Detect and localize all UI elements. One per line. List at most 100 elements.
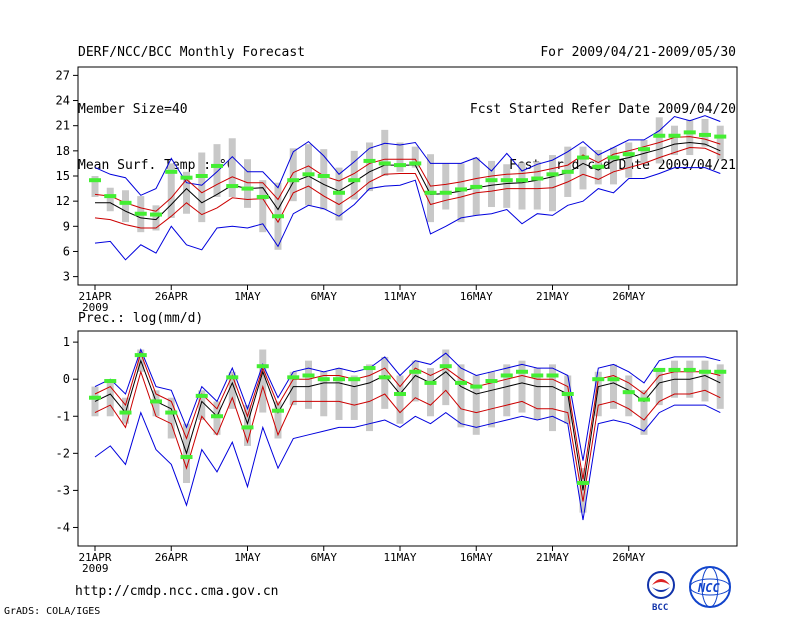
observed-marker xyxy=(302,172,315,177)
observed-marker xyxy=(668,133,681,138)
observed-marker xyxy=(211,414,223,419)
spread-bar xyxy=(366,364,373,432)
spread-bar xyxy=(655,368,663,406)
observed-marker xyxy=(226,375,239,380)
y-tick-label: 1 xyxy=(63,335,70,349)
spread-bar xyxy=(244,159,251,208)
observed-marker xyxy=(714,134,727,139)
spread-bar xyxy=(655,117,663,164)
spread-bar xyxy=(579,146,587,190)
x-tick-label: 21APR xyxy=(78,551,111,564)
spread-bar xyxy=(518,162,526,210)
series-mean xyxy=(94,359,721,491)
observed-marker xyxy=(668,367,681,372)
spread-bar xyxy=(335,368,343,420)
observed-marker xyxy=(165,169,178,174)
observed-marker xyxy=(683,367,696,372)
spread-bar xyxy=(381,129,389,176)
member-size: Member Size=40 xyxy=(78,101,188,117)
spread-bar xyxy=(671,125,678,156)
spread-bar xyxy=(350,375,358,420)
observed-marker xyxy=(150,212,162,217)
observed-marker xyxy=(561,392,574,397)
observed-marker xyxy=(134,353,147,358)
observed-marker xyxy=(226,184,239,189)
spread-bar xyxy=(686,119,694,156)
spread-bar xyxy=(610,147,617,185)
observed-marker xyxy=(516,369,528,374)
y-tick-label: 9 xyxy=(63,219,70,233)
forecast-period: For 2009/04/21-2009/05/30 xyxy=(540,45,736,60)
logos: BCC NCC xyxy=(647,566,731,613)
y-tick-label: 6 xyxy=(63,244,70,258)
spread-bar xyxy=(320,149,328,210)
spread-bar xyxy=(488,371,495,428)
y-tick-label: -4 xyxy=(56,520,70,534)
spread-bar xyxy=(625,375,633,417)
observed-marker xyxy=(211,163,223,168)
series-upper-outer xyxy=(94,115,721,196)
spread-bar xyxy=(533,161,541,210)
spread-bar xyxy=(625,142,633,178)
spread-bar xyxy=(91,386,99,417)
x-tick-label: 21MAY xyxy=(536,290,569,303)
observed-marker xyxy=(134,211,147,216)
spread-bar xyxy=(442,163,450,210)
observed-marker xyxy=(180,455,193,460)
spread-bar xyxy=(122,190,129,223)
observed-marker xyxy=(592,377,605,382)
y-tick-label: 3 xyxy=(63,270,70,284)
observed-marker xyxy=(104,194,117,199)
observed-marker xyxy=(287,375,300,380)
observed-marker xyxy=(394,392,406,397)
observed-marker xyxy=(104,379,117,384)
observed-marker xyxy=(439,190,452,195)
source-url: http://cmdp.ncc.cma.gov.cn xyxy=(75,584,279,599)
spread-bar xyxy=(167,397,175,439)
observed-marker xyxy=(592,164,605,169)
spread-bar xyxy=(289,148,297,202)
observed-marker xyxy=(470,384,483,389)
spread-bar xyxy=(411,360,419,402)
spread-bar xyxy=(91,176,99,197)
observed-marker xyxy=(241,186,254,191)
x-tick-label: 1MAY xyxy=(234,290,261,303)
series-upper-inner xyxy=(94,136,721,212)
series-lower-inner xyxy=(94,146,721,229)
observed-marker xyxy=(714,369,727,374)
spread-bar xyxy=(228,371,236,409)
observed-marker xyxy=(439,364,452,369)
plot-frame xyxy=(77,330,738,547)
observed-marker xyxy=(516,178,528,183)
y-tick-label: 27 xyxy=(56,68,70,82)
y-tick-label: 12 xyxy=(56,194,70,208)
spread-bar xyxy=(427,368,434,417)
spread-bar xyxy=(198,390,206,420)
spread-bar xyxy=(411,146,419,168)
observed-marker xyxy=(378,375,391,380)
spread-bar xyxy=(488,160,495,208)
observed-marker xyxy=(577,480,589,485)
y-tick-label: -3 xyxy=(56,483,70,497)
ncc-logo-text: NCC xyxy=(697,581,720,595)
spread-bar xyxy=(259,180,267,233)
y-tick-label: -2 xyxy=(56,446,70,460)
spread-bar xyxy=(396,375,404,424)
ncc-logo: NCC xyxy=(689,566,731,608)
observed-marker xyxy=(89,395,101,400)
observed-marker xyxy=(546,172,559,177)
spread-bar xyxy=(610,364,617,409)
observed-marker xyxy=(638,397,650,402)
y-tick-label: 21 xyxy=(56,119,70,133)
x-tick-label: 26MAY xyxy=(612,551,645,564)
observed-marker xyxy=(500,178,513,183)
x-tick-label: 6MAY xyxy=(311,290,338,303)
observed-marker xyxy=(348,178,361,183)
observed-marker xyxy=(424,380,437,385)
observed-marker xyxy=(333,190,345,195)
observed-marker xyxy=(363,158,376,163)
spread-bar xyxy=(228,138,236,197)
observed-marker xyxy=(607,377,620,382)
observed-marker xyxy=(653,367,666,372)
observed-marker xyxy=(195,393,208,398)
